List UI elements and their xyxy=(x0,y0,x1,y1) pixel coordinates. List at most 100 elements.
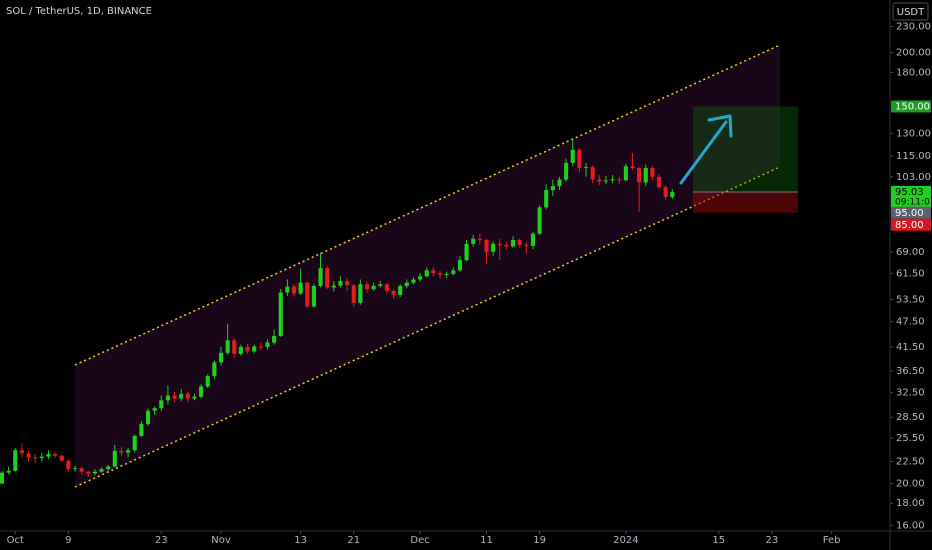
x-tick-label: 23 xyxy=(155,535,168,546)
last-price-bg xyxy=(891,185,931,208)
candle-body xyxy=(298,282,303,294)
candle-body xyxy=(404,282,409,286)
x-tick-label: 2024 xyxy=(613,535,638,546)
candle-body xyxy=(537,207,542,234)
candle-body xyxy=(66,460,71,470)
candle-body xyxy=(26,453,31,458)
candle-body xyxy=(179,393,184,399)
candle-body xyxy=(225,340,230,353)
candle-body xyxy=(451,270,456,274)
candle-body xyxy=(46,454,51,457)
candle-body xyxy=(199,386,204,397)
channel-fill xyxy=(75,45,780,487)
candle-body xyxy=(53,454,58,456)
unit-box[interactable] xyxy=(892,2,929,21)
candle-body xyxy=(544,189,549,208)
x-tick-label: Nov xyxy=(211,535,231,546)
candle-body xyxy=(6,470,11,473)
y-axis-unit: USDT xyxy=(897,7,925,18)
y-tick-label: 130.00 xyxy=(896,128,931,139)
candle-body xyxy=(331,285,336,288)
candle-body xyxy=(411,279,416,283)
y-tick-label: 28.50 xyxy=(896,412,925,423)
candle-body xyxy=(617,179,622,181)
stop-label-bg xyxy=(891,218,931,231)
candle-body xyxy=(517,239,522,246)
candle-body xyxy=(424,270,429,277)
position-box xyxy=(693,106,798,213)
entry-label: 95.00 xyxy=(895,208,924,219)
candle-body xyxy=(650,167,655,177)
countdown-label: 09:11:03 xyxy=(895,197,932,207)
x-tick-label: Dec xyxy=(410,535,429,546)
candle-body xyxy=(371,285,376,290)
drawings xyxy=(74,44,781,488)
candle-body xyxy=(630,166,635,168)
candle-body xyxy=(610,179,615,181)
x-tick-label: 23 xyxy=(765,535,778,546)
candle-body xyxy=(238,346,243,354)
candle-body xyxy=(139,423,144,436)
candle-body xyxy=(524,245,529,247)
candle-body xyxy=(252,346,257,352)
y-tick-label: 115.00 xyxy=(896,151,931,162)
y-tick-label: 18.00 xyxy=(896,498,925,509)
candle-body xyxy=(192,396,197,399)
candle-body xyxy=(384,284,389,291)
candle-body xyxy=(484,239,489,252)
candle-body xyxy=(491,243,496,252)
candle-body xyxy=(145,410,151,424)
candle-body xyxy=(86,471,91,474)
candle-body xyxy=(550,186,555,190)
candle-body xyxy=(92,471,97,474)
candle-body xyxy=(39,456,44,459)
candle-body xyxy=(291,286,297,294)
y-tick-label: 41.50 xyxy=(896,342,925,353)
candle-body xyxy=(497,243,502,246)
y-tick-label: 180.00 xyxy=(896,67,931,78)
candle-body xyxy=(398,285,403,295)
candle-body xyxy=(132,435,137,451)
candle-body xyxy=(663,187,668,197)
candle-body xyxy=(623,166,628,181)
candle-body xyxy=(437,273,443,275)
loss-zone xyxy=(693,191,798,213)
candle-body xyxy=(530,233,535,246)
candle-body xyxy=(444,273,449,275)
candle-body xyxy=(258,346,263,348)
candle-body xyxy=(318,268,323,286)
candle-body xyxy=(670,191,675,197)
candle-body xyxy=(59,455,64,461)
candle-body xyxy=(205,376,210,387)
x-tick-label: 11 xyxy=(480,535,493,546)
candles xyxy=(0,138,675,485)
candle-body xyxy=(583,167,589,169)
candle-body xyxy=(245,346,250,352)
candle-body xyxy=(152,408,157,411)
candle-body xyxy=(285,286,290,293)
candle-body xyxy=(351,285,356,303)
y-tick-label: 16.00 xyxy=(896,520,925,531)
candle-body xyxy=(106,466,111,470)
candle-body xyxy=(564,162,569,180)
stop-label: 85.00 xyxy=(895,220,924,231)
target-label: 150.00 xyxy=(895,101,930,112)
candle-body xyxy=(185,393,190,399)
candle-body xyxy=(172,395,177,399)
candle-body xyxy=(431,270,436,274)
candle-body xyxy=(577,149,582,168)
y-tick-label: 103.00 xyxy=(896,172,931,183)
y-tick-label: 53.50 xyxy=(896,294,925,305)
candle-body xyxy=(590,167,595,180)
candle-body xyxy=(471,238,476,244)
candle-body xyxy=(338,281,343,286)
x-tick-label: 21 xyxy=(347,535,360,546)
last-price-label: 95.03 xyxy=(895,187,924,198)
candle-body xyxy=(557,179,562,187)
candle-body xyxy=(510,239,516,247)
y-tick-label: 36.50 xyxy=(896,366,925,377)
y-tick-label: 47.50 xyxy=(896,317,925,328)
candle-body xyxy=(126,450,131,453)
